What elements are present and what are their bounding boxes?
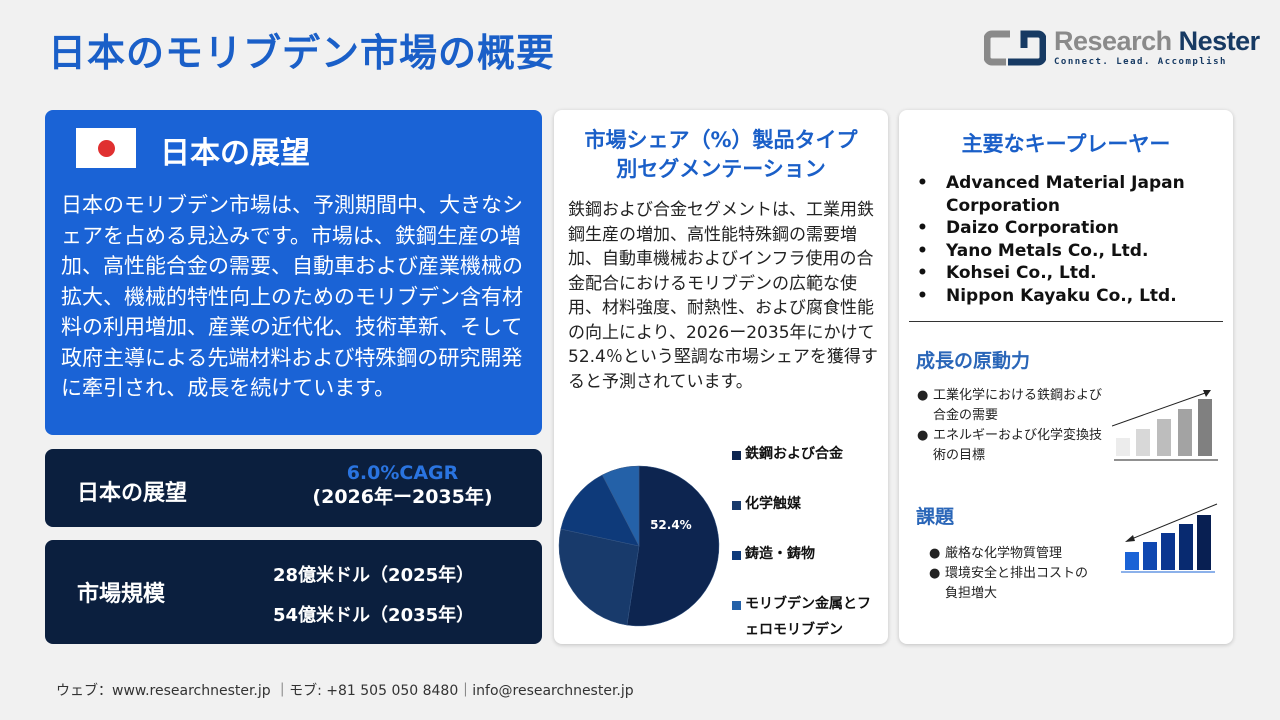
legend-swatch xyxy=(732,601,741,610)
list-item: • Yano Metals Co., Ltd. xyxy=(917,240,1149,261)
legend-label: 鉄鋼および合金 xyxy=(745,446,843,462)
pie-slice xyxy=(558,528,640,626)
outlook-card: 日本の展望 日本のモリブデン市場は、予測期間中、大きなシェアを占める見込みです。… xyxy=(45,110,542,435)
driver-text: エネルギーおよび化学変換技術の目標 xyxy=(933,428,1103,463)
market-size-2025: 28億米ドル（2025年） xyxy=(273,565,475,586)
player-name: Nippon Kayaku Co., Ltd. xyxy=(946,285,1177,306)
logo-name-bold: Nester xyxy=(1178,26,1261,56)
pie-slice xyxy=(601,465,640,547)
players-heading: 主要なキープレーヤー xyxy=(961,132,1171,156)
legend-item: モリブデン金属とフェロモリブデン xyxy=(732,596,877,646)
legend-swatch xyxy=(732,451,741,460)
chart-legend: 鉄鋼および合金 化学触媒鋳造・鋳物モリブデン金属とフェロモリブデン xyxy=(732,446,877,646)
segment-text: 鉄鋼および合金セグメントは、工業用鉄鋼生産の増加、高性能特殊鋼の需要増加、自動車… xyxy=(568,200,878,392)
cagr-value: 6.0%CAGR xyxy=(346,462,459,484)
list-item: • Nippon Kayaku Co., Ltd. xyxy=(917,285,1177,306)
drivers-heading: 成長の原動力 xyxy=(916,350,1031,372)
cagr-card: 日本の展望 6.0%CAGR (2026年ー2035年) xyxy=(45,449,542,527)
challenge-chart-icon xyxy=(1121,503,1218,573)
cagr-label: 日本の展望 xyxy=(77,481,188,506)
market-size-label: 市場規模 xyxy=(77,582,166,607)
logo-tagline: Connect. Lead. Accomplish xyxy=(1054,57,1227,67)
page-title: 日本のモリブデン市場の概要 xyxy=(48,31,556,75)
japan-flag-icon xyxy=(76,128,136,168)
list-item: • Kohsei Co., Ltd. xyxy=(917,263,1097,283)
list-item: • Daizo Corporation xyxy=(917,218,1119,238)
list-item: • Advanced Material Japan Corporation xyxy=(917,172,1196,217)
player-name: Daizo Corporation xyxy=(946,218,1119,238)
list-item: ● 工業化学における鉄鋼および合金の需要 xyxy=(917,386,1107,426)
market-size-2035: 54億米ドル（2035年） xyxy=(273,605,475,626)
footer-contact: ウェブ：www.researchnester.jp ｜モブ: +81 505 0… xyxy=(56,683,634,699)
segment-heading: 市場シェア（%）製品タイプ別セグメンテーション xyxy=(584,128,858,181)
player-name: Yano Metals Co., Ltd. xyxy=(946,240,1149,261)
logo-name: Research xyxy=(1054,26,1172,56)
challenge-text: 環境安全と排出コストの負担増大 xyxy=(945,566,1089,601)
player-name: Kohsei Co., Ltd. xyxy=(946,263,1097,283)
legend-swatch xyxy=(732,551,741,560)
players-list: • Advanced Material Japan Corporation • Da… xyxy=(917,172,1196,307)
outlook-heading: 日本の展望 xyxy=(160,136,310,171)
legend-item: 鉄鋼および合金 xyxy=(732,446,877,496)
growth-chart-icon xyxy=(1112,390,1218,461)
challenge-text: 厳格な化学物質管理 xyxy=(945,546,1063,561)
pie-data-label: 52.4% xyxy=(650,518,692,532)
challenges-heading: 課題 xyxy=(916,506,955,528)
players-card: 主要なキープレーヤー • Advanced Material Japan Corp… xyxy=(899,110,1233,644)
outlook-text: 日本のモリブデン市場は、予測期間中、大きなシェアを占める見込みです。市場は、鉄鋼… xyxy=(61,193,523,400)
player-name: Advanced Material Japan Corporation xyxy=(946,173,1185,216)
legend-label: 化学触媒 xyxy=(745,496,801,512)
logo: Research Nester Connect. Lead. Accomplis… xyxy=(984,28,1260,67)
market-size-card: 市場規模 28億米ドル（2025年） 54億米ドル（2035年） xyxy=(45,540,542,644)
pie-slice xyxy=(626,465,720,627)
legend-label: モリブデン金属とフェロモリブデン xyxy=(745,596,871,638)
legend-item: 化学触媒 xyxy=(732,496,877,546)
driver-text: 工業化学における鉄鋼および合金の需要 xyxy=(933,388,1103,423)
challenges-list: ● 厳格な化学物質管理 ● 環境安全と排出コストの負担増大 xyxy=(929,544,1099,604)
segment-card: 市場シェア（%）製品タイプ別セグメンテーション 鉄鋼および合金セグメントは、工業… xyxy=(554,110,888,644)
legend-swatch xyxy=(732,501,741,510)
logo-icon xyxy=(984,30,1046,65)
legend-label: 鋳造・鋳物 xyxy=(745,546,815,562)
legend-item: 鋳造・鋳物 xyxy=(732,546,877,596)
list-item: ● 厳格な化学物質管理 xyxy=(929,544,1099,564)
pie-chart: 52.4% xyxy=(558,465,720,627)
list-item: ● エネルギーおよび化学変換技術の目標 xyxy=(917,426,1107,466)
pie-slice xyxy=(560,474,640,547)
divider xyxy=(909,321,1223,322)
list-item: ● 環境安全と排出コストの負担増大 xyxy=(929,564,1099,604)
cagr-period: (2026年ー2035年) xyxy=(312,486,493,508)
drivers-list: ● 工業化学における鉄鋼および合金の需要 ● エネルギーおよび化学変換技術の目標 xyxy=(917,386,1107,466)
